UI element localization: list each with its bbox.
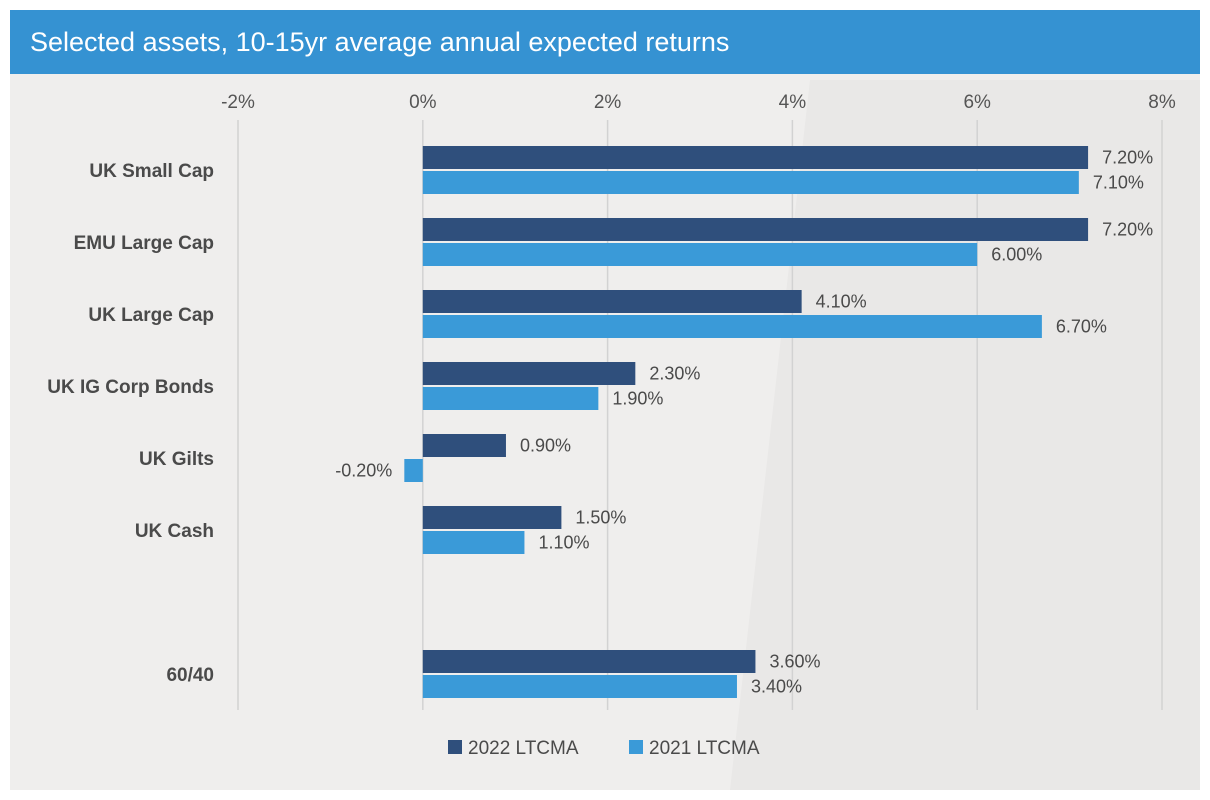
data-label: 0.90% [520, 436, 571, 456]
category-label: UK Cash [135, 521, 214, 542]
bar-chart: -2% 0% 2% 4% 6% 8% UK Small Cap 7.20% 7.10% EMU … [47, 80, 1200, 790]
legend-swatch [629, 740, 643, 754]
category-label: UK IG Corp Bonds [47, 377, 214, 398]
data-label: 7.10% [1093, 173, 1144, 193]
bar-series-2021 [404, 459, 423, 482]
chart-frame: -2% 0% 2% 4% 6% 8% UK Small Cap 7.20% 7.10% EMU … [10, 10, 1200, 790]
x-tick-label: 6% [963, 92, 991, 113]
bar-series-2022 [422, 146, 1089, 169]
x-tick-label: -2% [221, 92, 255, 113]
data-label: 1.50% [575, 508, 626, 528]
data-label: 7.20% [1102, 220, 1153, 240]
category-label: UK Small Cap [89, 161, 214, 182]
bar-series-2021 [422, 243, 978, 266]
data-label: 2.30% [649, 364, 700, 384]
x-tick-label: 4% [779, 92, 807, 113]
category-label: EMU Large Cap [74, 233, 214, 254]
x-tick-label: 8% [1148, 92, 1176, 113]
legend-label: 2021 LTCMA [649, 738, 760, 759]
data-label: 3.40% [751, 677, 802, 697]
legend-label: 2022 LTCMA [468, 738, 579, 759]
data-label: 1.10% [538, 533, 589, 553]
bar-series-2022 [422, 506, 562, 529]
bar-series-2021 [422, 171, 1079, 194]
bar-series-2022 [422, 650, 756, 673]
x-tick-label: 0% [409, 92, 437, 113]
category-label: UK Gilts [139, 449, 214, 470]
data-label: 6.70% [1056, 317, 1107, 337]
bar-series-2022 [422, 290, 802, 313]
category-label: 60/40 [166, 665, 214, 686]
bar-series-2022 [422, 434, 506, 457]
x-tick-label: 2% [594, 92, 622, 113]
chart-title: Selected assets, 10-15yr average annual … [10, 10, 1200, 74]
bar-series-2022 [422, 362, 636, 385]
data-label: 4.10% [816, 292, 867, 312]
data-label: 7.20% [1102, 148, 1153, 168]
category-label: UK Large Cap [88, 305, 214, 326]
bar-series-2021 [422, 675, 737, 698]
bar-series-2021 [422, 531, 525, 554]
data-label: 1.90% [612, 389, 663, 409]
bar-series-2022 [422, 218, 1089, 241]
bar-series-2021 [422, 315, 1042, 338]
legend-swatch [448, 740, 462, 754]
data-label: 6.00% [991, 245, 1042, 265]
bar-series-2021 [422, 387, 599, 410]
data-label: 3.60% [769, 652, 820, 672]
data-label: -0.20% [335, 461, 392, 481]
